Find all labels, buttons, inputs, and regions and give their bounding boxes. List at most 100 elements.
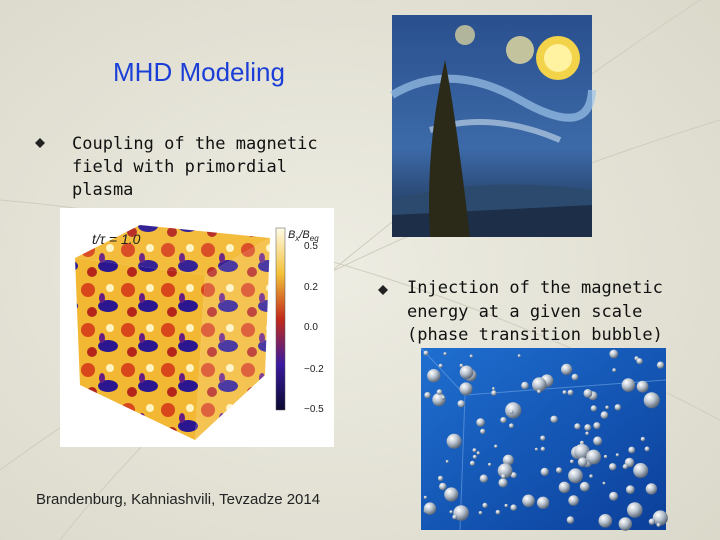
bubble (643, 392, 660, 409)
bubble (569, 390, 573, 394)
bubble (627, 502, 643, 518)
bubble (593, 422, 601, 430)
bubble (537, 389, 541, 394)
bubble (505, 402, 522, 419)
bubble (452, 514, 458, 520)
bubble (536, 496, 550, 509)
bubble (558, 481, 571, 493)
bubble (633, 463, 649, 478)
bubble (584, 424, 592, 431)
bubble (618, 517, 632, 531)
bubble (432, 393, 446, 407)
bubble (494, 444, 498, 448)
bubble (479, 474, 488, 483)
bubble (423, 350, 429, 356)
bubble (556, 467, 562, 474)
bubble (449, 510, 453, 514)
bubble (453, 505, 469, 521)
bullet-line: Coupling of the magnetic (72, 134, 318, 154)
bullet-text: Coupling of the magnetic field with prim… (72, 134, 328, 200)
bubble (476, 418, 485, 427)
colorbar-tick: −0.2 (304, 364, 324, 375)
bubble (443, 352, 447, 356)
citation: Brandenburg, Kahniashvili, Tevzadze 2014 (36, 491, 320, 508)
bubble (644, 446, 650, 452)
bubble (571, 373, 579, 381)
bullet-line: energy at a given scale (407, 302, 642, 322)
bubble (472, 454, 477, 459)
bubble (444, 487, 459, 502)
bubble (469, 460, 475, 466)
label-part: eq (310, 234, 319, 243)
bubble (532, 377, 547, 392)
bubble (480, 428, 486, 434)
bubble (498, 478, 508, 488)
bubble (517, 354, 521, 358)
bubble (614, 404, 621, 411)
bullet-line: Injection of the magnetic (407, 278, 663, 298)
simulation-figure: t/τ = 1.0 Bx/Beq 0.5 0.2 0.0 −0.2 −0.5 (60, 208, 334, 447)
bubble (510, 472, 517, 479)
bubble (609, 491, 619, 501)
bubble (574, 443, 590, 460)
label-part: B (288, 229, 295, 241)
bubble (439, 482, 447, 491)
bubble (445, 460, 449, 463)
bubble (566, 516, 575, 524)
time-label: t/τ = 1.0 (92, 231, 141, 247)
bullet-line: field with primordial (72, 157, 287, 177)
bubble (593, 436, 603, 446)
bubble (600, 411, 609, 419)
bubble (472, 448, 477, 453)
bubble (488, 462, 492, 467)
bubble (574, 423, 581, 430)
bubble (459, 365, 474, 380)
bubble (589, 474, 593, 479)
bubble (550, 415, 558, 423)
bubble (509, 410, 514, 414)
bubble (586, 449, 601, 465)
bubble (534, 447, 538, 451)
bubble (636, 380, 649, 393)
bubble (497, 463, 513, 479)
bubble (437, 475, 444, 481)
bubble (626, 485, 635, 494)
bubble (568, 495, 579, 506)
bullet-text: Injection of the magnetic energy at a gi… (407, 278, 673, 345)
bubble (522, 494, 535, 508)
bullet-marker (378, 285, 388, 295)
bullet-marker (35, 138, 45, 148)
bubble (577, 457, 588, 467)
bubble (492, 387, 495, 391)
bubble (583, 389, 593, 398)
bubble (500, 417, 507, 424)
bubbles-image (420, 347, 668, 531)
bubble (648, 518, 656, 525)
bubble (495, 509, 501, 515)
bubble (656, 523, 661, 527)
colorbar-label: Bx/Beq (288, 229, 319, 243)
bubble (598, 514, 613, 528)
bubble (459, 363, 464, 368)
bubble (491, 390, 497, 396)
bubble (622, 464, 628, 470)
label-part: x (294, 234, 300, 243)
bubble (579, 440, 585, 445)
bubble (605, 405, 609, 410)
bubble (579, 481, 590, 492)
bubble (427, 369, 441, 383)
bubble (602, 481, 606, 485)
bubble (645, 483, 658, 495)
colorbar-tick: 0.0 (304, 322, 318, 333)
bubble (423, 502, 437, 515)
bubble (609, 349, 619, 359)
bubble (540, 467, 549, 476)
label-part: /B (298, 229, 309, 241)
bubble (628, 446, 636, 454)
bubble (640, 436, 646, 442)
bubble (424, 392, 431, 399)
bubble (570, 459, 574, 464)
bullet-line: plasma (72, 180, 133, 200)
bubble (441, 395, 446, 400)
